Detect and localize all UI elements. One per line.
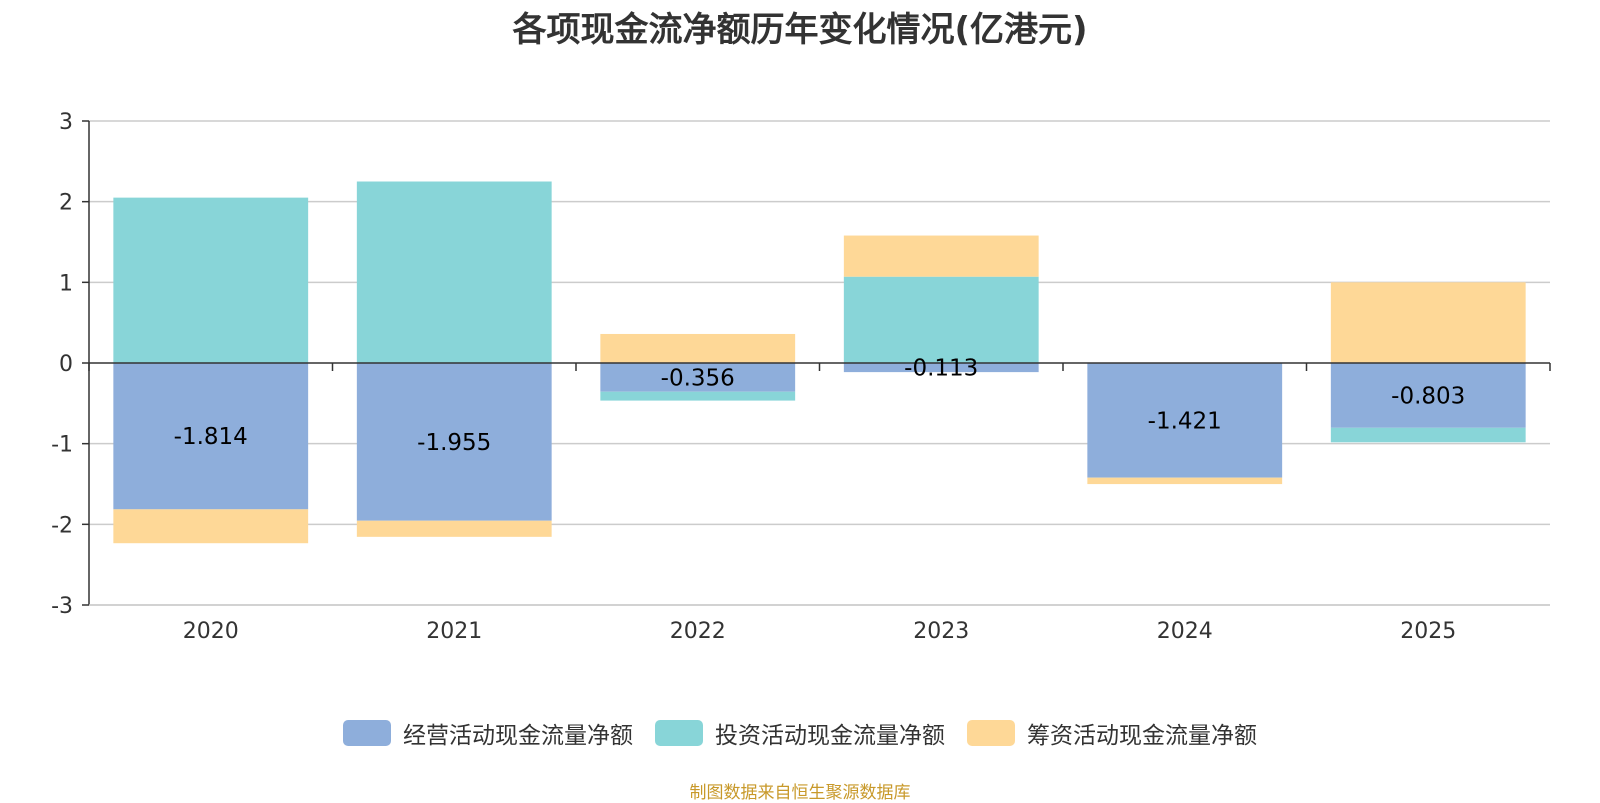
data-label-2025: -0.803	[1391, 383, 1465, 409]
bar-0-2020[interactable]	[113, 363, 309, 510]
bar-1-2023[interactable]	[843, 276, 1039, 363]
data-label-2024: -1.421	[1148, 408, 1222, 434]
bars	[113, 181, 1526, 544]
legend-item-financing[interactable]: 筹资活动现金流量净额	[967, 716, 1257, 750]
chart-title: 各项现金流净额历年变化情况(亿港元)	[512, 10, 1088, 50]
x-tick-label-2021: 2021	[426, 619, 482, 644]
legend-item-operating[interactable]: 经营活动现金流量净额	[343, 716, 633, 750]
y-tick-label-2: 1	[59, 271, 73, 296]
bar-1-2021[interactable]	[356, 181, 552, 364]
legend-label-financing: 筹资活动现金流量净额	[1027, 723, 1257, 749]
y-tick-label-4: -1	[51, 433, 73, 458]
y-tick-label-6: -3	[51, 594, 73, 619]
data-labels: -1.814 -1.955 -0.356 -0.113 -1.421 -0.803	[174, 356, 1466, 456]
x-tick-label-2020: 2020	[183, 619, 239, 644]
bar-0-2023[interactable]	[843, 363, 1039, 373]
data-label-2023: -0.113	[904, 356, 978, 382]
bar-2-2025[interactable]	[1330, 282, 1526, 363]
bar-2-2020[interactable]	[113, 509, 309, 544]
bar-0-2022[interactable]	[600, 363, 796, 392]
axes: 3 2 1 0 -1 -2 -3 2020 2021 2022 2023 2024 2025	[51, 110, 1551, 644]
legend-swatch-investing	[655, 720, 703, 746]
x-tick-label-2024: 2024	[1157, 619, 1213, 644]
y-tick-label-1: 2	[59, 191, 73, 216]
bar-1-2025[interactable]	[1330, 427, 1526, 443]
bar-2-2022[interactable]	[600, 333, 796, 363]
y-tick-label-3: 0	[59, 352, 73, 377]
data-label-2022: -0.356	[661, 365, 735, 391]
bar-0-2024[interactable]	[1087, 363, 1283, 478]
bar-2-2023[interactable]	[843, 235, 1039, 277]
x-tick-label-2022: 2022	[670, 619, 726, 644]
legend-label-investing: 投资活动现金流量净额	[715, 723, 945, 749]
legend-swatch-financing	[967, 720, 1015, 746]
bar-0-2021[interactable]	[356, 363, 552, 521]
bar-2-2024[interactable]	[1087, 477, 1283, 485]
bar-1-2020[interactable]	[113, 197, 309, 363]
data-label-2020: -1.814	[174, 424, 248, 450]
source-note: 制图数据来自恒生聚源数据库	[689, 783, 911, 803]
bar-2-2021[interactable]	[356, 520, 552, 537]
legend-item-investing[interactable]: 投资活动现金流量净额	[655, 716, 945, 750]
bar-1-2022[interactable]	[600, 391, 796, 401]
data-label-2021: -1.955	[417, 430, 491, 456]
legend: 经营活动现金流量净额 投资活动现金流量净额 筹资活动现金流量净额	[0, 716, 1600, 750]
y-tick-label-5: -2	[51, 513, 73, 538]
legend-swatch-operating	[343, 720, 391, 746]
x-tick-label-2025: 2025	[1400, 619, 1456, 644]
bar-0-2025[interactable]	[1330, 363, 1526, 428]
x-tick-label-2023: 2023	[913, 619, 969, 644]
y-tick-label-0: 3	[59, 110, 73, 135]
legend-label-operating: 经营活动现金流量净额	[403, 723, 633, 749]
